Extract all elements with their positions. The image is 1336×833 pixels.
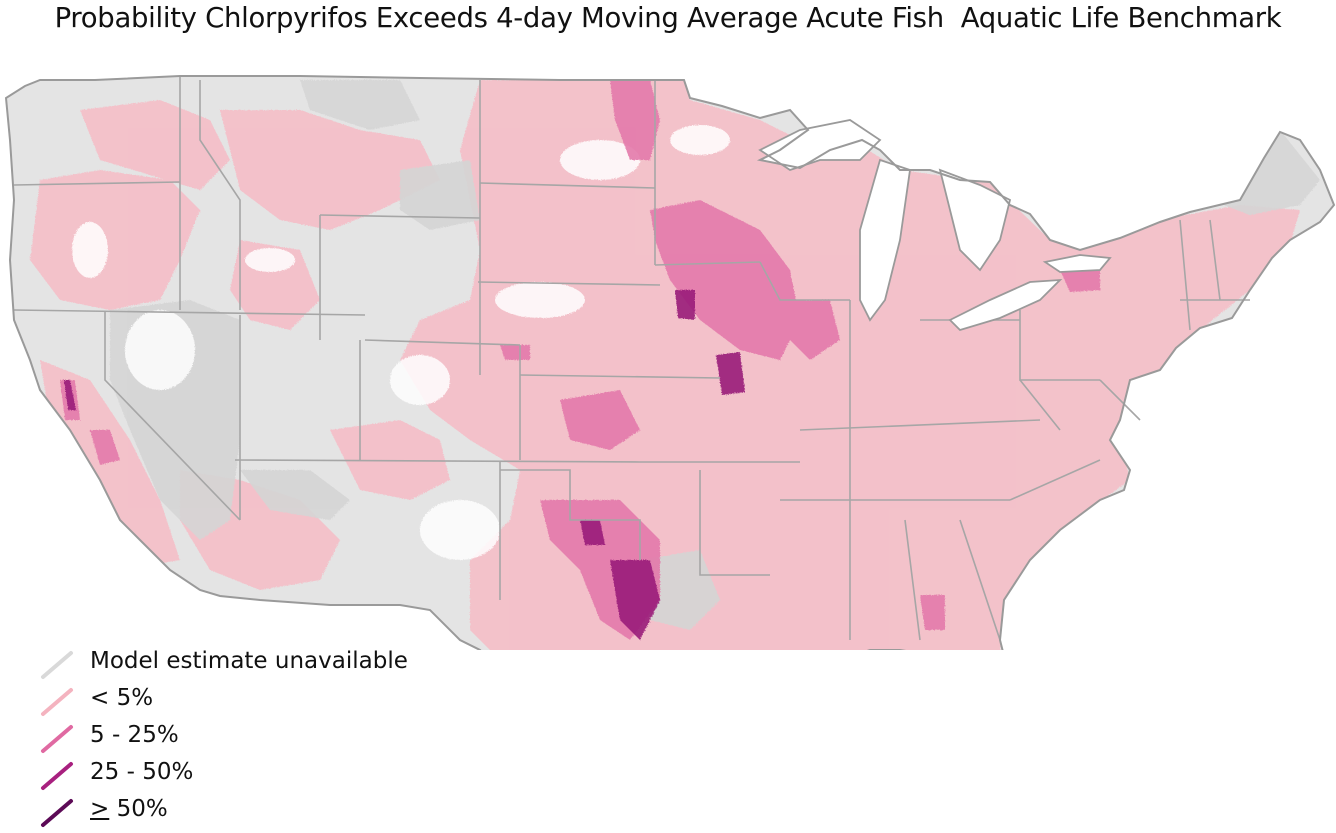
legend-swatch-unavailable (41, 651, 73, 679)
legend-label-unavailable: Model estimate unavailable (90, 648, 408, 674)
legend-label-25-50: 25 - 50% (90, 759, 194, 785)
hotspots-5-25 (60, 80, 1100, 640)
legend-swatch-lt5 (41, 688, 73, 716)
hotspots-high (64, 290, 745, 640)
legend-swatch-25-50 (41, 762, 73, 790)
map-title: Probability Chlorpyrifos Exceeds 4-day M… (54, 2, 1282, 34)
state-boundaries (13, 76, 1250, 641)
legend-value-ge50: 50% (116, 796, 168, 822)
legend-swatch-5-25 (41, 725, 73, 753)
great-lakes (758, 119, 1112, 332)
white-gaps (72, 125, 730, 560)
legend-label-5-25: 5 - 25% (90, 722, 179, 748)
legend-swatch-ge50 (41, 799, 73, 827)
us-map (5, 75, 1335, 650)
legend-label-ge50: > 50% (90, 796, 168, 822)
greater-equal-symbol: > (90, 796, 110, 822)
legend-label-lt5: < 5% (90, 685, 154, 711)
